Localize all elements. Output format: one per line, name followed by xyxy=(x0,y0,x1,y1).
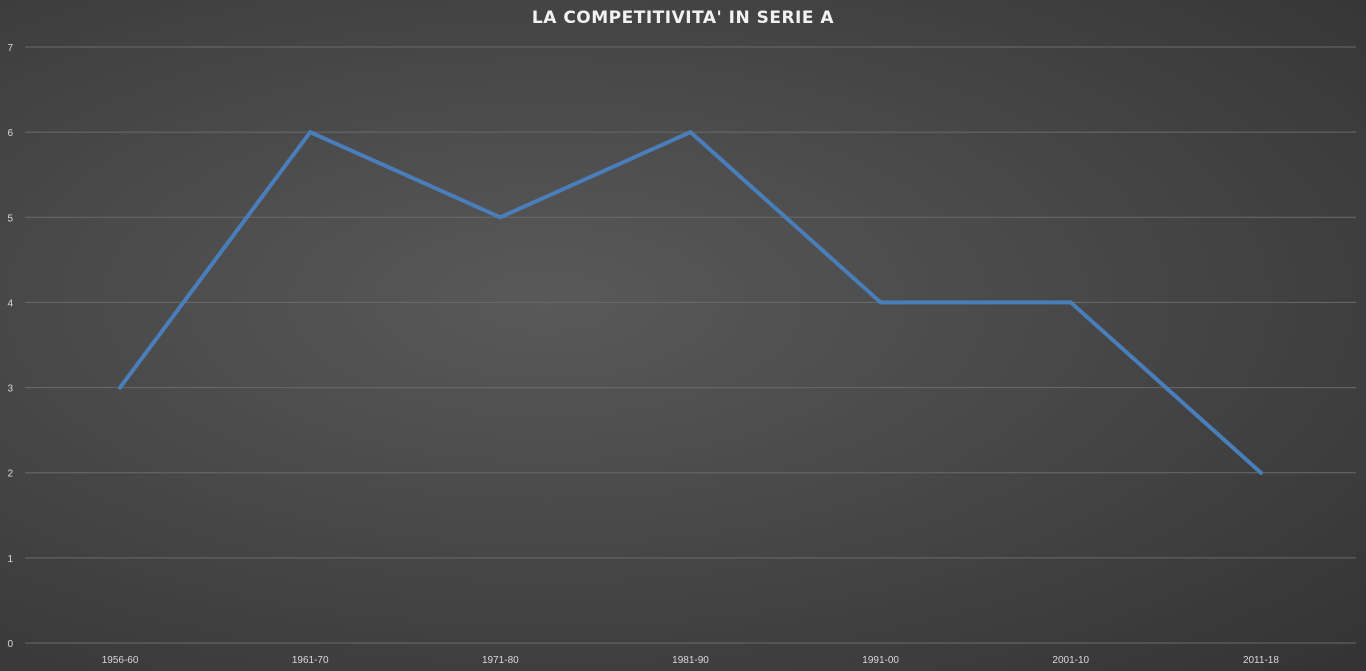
data-point xyxy=(1258,470,1263,475)
x-tick-label: 2011-18 xyxy=(1243,655,1279,666)
x-axis: 1956-60 1961-70 1971-80 1981-90 1991-00 2001-… xyxy=(102,655,1280,666)
data-point xyxy=(308,130,313,135)
data-point xyxy=(498,215,503,220)
data-point xyxy=(118,385,123,390)
y-axis: 0 1 2 3 4 5 6 7 xyxy=(7,43,13,650)
data-point xyxy=(1068,300,1073,305)
x-tick-label: 1956-60 xyxy=(102,655,139,666)
gridlines xyxy=(25,46,1356,644)
y-tick-label: 3 xyxy=(7,384,13,395)
x-tick-label: 1991-00 xyxy=(862,655,899,666)
x-tick-label: 1961-70 xyxy=(292,655,329,666)
x-tick-label: 2001-10 xyxy=(1052,655,1089,666)
series xyxy=(118,130,1263,475)
y-tick-label: 5 xyxy=(7,213,13,224)
y-tick-label: 7 xyxy=(7,43,13,54)
y-tick-label: 1 xyxy=(7,554,13,565)
y-tick-label: 2 xyxy=(7,469,13,480)
x-tick-label: 1981-90 xyxy=(672,655,709,666)
y-tick-label: 0 xyxy=(7,639,13,650)
y-tick-label: 4 xyxy=(7,298,13,309)
data-point xyxy=(878,300,883,305)
y-tick-label: 6 xyxy=(7,128,13,139)
chart-title: LA COMPETITIVITA' IN SERIE A xyxy=(531,8,835,28)
data-point xyxy=(688,130,693,135)
x-tick-label: 1971-80 xyxy=(482,655,519,666)
